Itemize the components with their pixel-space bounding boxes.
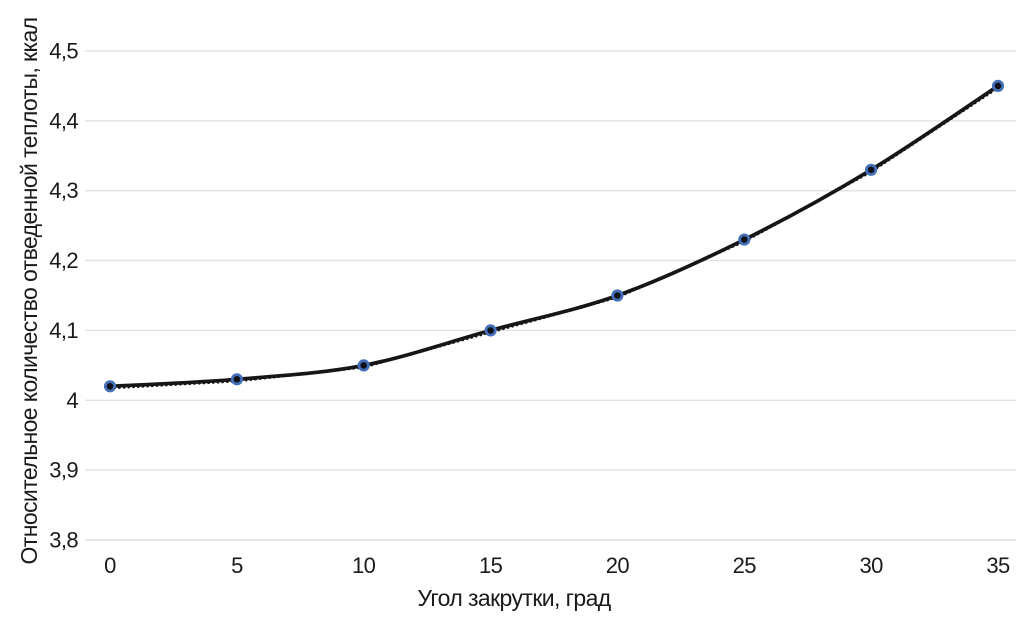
data-point-marker (103, 380, 117, 393)
y-tick-label: 4 (66, 388, 78, 413)
data-point-marker (738, 233, 751, 246)
data-point-marker (230, 373, 243, 386)
y-tick-label: 3,9 (49, 458, 78, 483)
y-tick-label: 4,3 (49, 178, 78, 203)
y-tick-label: 3,8 (49, 528, 78, 553)
data-point-marker (484, 324, 497, 337)
x-axis-title: Угол закрутки, град (417, 585, 611, 611)
x-tick-label: 25 (733, 553, 757, 578)
x-tick-label: 0 (104, 553, 116, 578)
data-point-marker (611, 289, 624, 302)
y-tick-label: 4,4 (49, 108, 78, 133)
y-tick-label: 4,1 (49, 318, 78, 343)
x-tick-label: 10 (352, 553, 376, 578)
series-trend-line (108, 84, 1000, 389)
data-point-marker (991, 79, 1005, 93)
y-tick-label: 4,2 (49, 248, 78, 273)
data-point-marker (864, 163, 878, 176)
x-tick-label: 20 (606, 553, 630, 578)
x-tick-label: 15 (479, 553, 503, 578)
x-tick-label: 5 (231, 553, 243, 578)
y-axis-title: Относительное количество отведенной тепл… (16, 17, 42, 565)
y-tick-label: 4,5 (49, 39, 78, 64)
series-dotted-line (108, 86, 1000, 390)
data-point-marker (357, 359, 370, 372)
x-tick-label: 30 (859, 553, 883, 578)
x-tick-label: 35 (986, 553, 1010, 578)
